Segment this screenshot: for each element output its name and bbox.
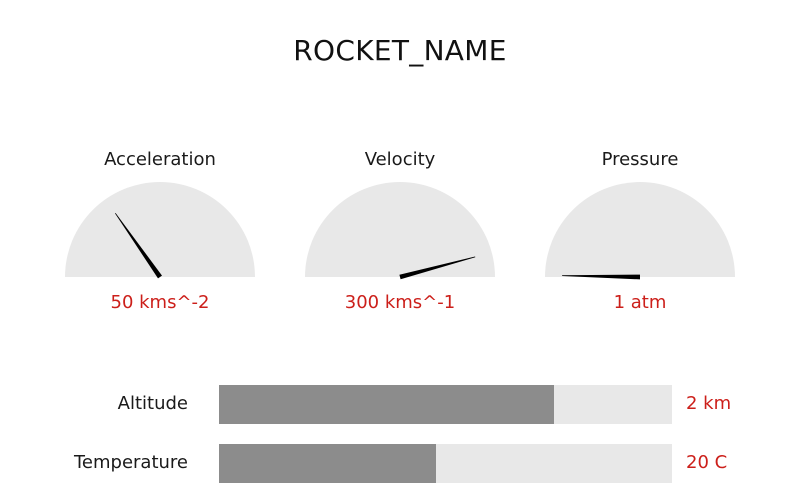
bar-altitude-fill bbox=[219, 385, 555, 424]
bar-temperature-label: Temperature bbox=[73, 452, 188, 473]
bar-temperature-value: 20 C bbox=[686, 452, 728, 473]
bar-altitude-value: 2 km bbox=[686, 393, 732, 414]
gauge-velocity: Velocity 300 kms^-1 bbox=[280, 146, 520, 316]
gauge-acceleration-value: 50 kms^-2 bbox=[110, 292, 210, 313]
gauge-face bbox=[65, 182, 255, 277]
bar-altitude-label: Altitude bbox=[117, 393, 188, 414]
gauge-needle bbox=[399, 256, 476, 280]
gauge-velocity-value: 300 kms^-1 bbox=[344, 292, 456, 313]
gauge-face bbox=[545, 182, 735, 277]
bar-row-altitude: Altitude 2 km bbox=[0, 385, 800, 425]
gauge-acceleration-dial bbox=[65, 182, 255, 279]
gauge-pressure-value: 1 atm bbox=[613, 292, 667, 313]
gauge-pressure-label: Pressure bbox=[601, 149, 679, 170]
gauge-velocity-label: Velocity bbox=[364, 149, 436, 170]
bar-row-temperature: Temperature 20 C bbox=[0, 444, 800, 484]
bar-altitude-track bbox=[219, 385, 672, 424]
bar-temperature-track bbox=[219, 444, 672, 483]
gauge-pressure: Pressure 1 atm bbox=[520, 146, 760, 316]
gauge-acceleration-label: Acceleration bbox=[104, 149, 216, 170]
gauge-acceleration: Acceleration 50 kms^-2 bbox=[40, 146, 280, 316]
gauge-needle bbox=[562, 274, 640, 280]
gauge-pressure-dial bbox=[545, 182, 735, 280]
bar-temperature-fill bbox=[219, 444, 437, 483]
gauge-face bbox=[305, 182, 495, 277]
page-title: ROCKET_NAME bbox=[293, 34, 507, 67]
gauge-needle bbox=[115, 213, 162, 279]
gauge-velocity-dial bbox=[305, 182, 495, 280]
